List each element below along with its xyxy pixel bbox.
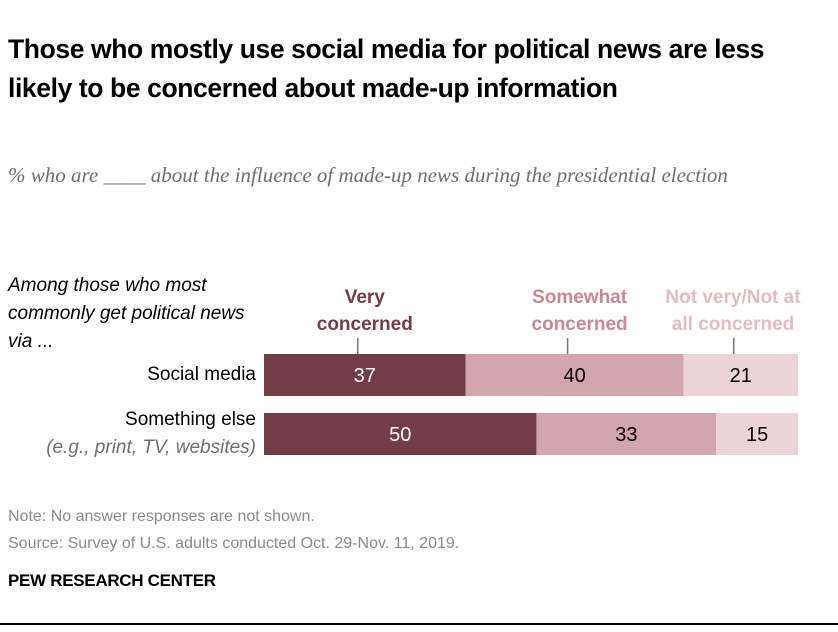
bar-segment — [264, 354, 466, 396]
chart-title: Those who mostly use social media for po… — [8, 34, 765, 103]
source: Source: Survey of U.S. adults conducted … — [8, 535, 460, 552]
bar-segment — [683, 354, 798, 396]
data-label: 50 — [389, 424, 411, 446]
data-label: 21 — [730, 365, 752, 387]
legend-label-line: Not very/Not at — [665, 287, 801, 308]
bar-segment — [716, 413, 798, 455]
data-label: 33 — [615, 424, 637, 446]
bar-segment — [264, 413, 537, 455]
bar-segment — [465, 354, 684, 396]
chart-subtitle: % who are ____ about the influence of ma… — [8, 163, 728, 187]
legend-label: Somewhat concerned — [532, 287, 628, 335]
bar-segment — [536, 413, 717, 455]
category-label-something-else: Something else (e.g., print, TV, website… — [46, 406, 256, 462]
data-label: 37 — [354, 365, 376, 387]
legend-label-line: all concerned — [672, 314, 795, 335]
legend-label-line: Somewhat — [532, 287, 628, 308]
bottom-rule — [0, 623, 838, 625]
legend-label: Very concerned — [317, 287, 413, 335]
legend-label-line: concerned — [317, 314, 413, 335]
data-label: 15 — [746, 424, 768, 446]
category-name: Something else — [125, 409, 256, 430]
legend-label-line: Very — [345, 287, 386, 308]
row-header: Among those who most commonly get politi… — [8, 275, 245, 352]
brand-logo-text: PEW RESEARCH CENTER — [8, 571, 216, 590]
legend-label: Not very/Not at all concerned — [665, 287, 801, 335]
data-label: 40 — [563, 365, 585, 387]
note: Note: No answer responses are not shown. — [8, 508, 315, 525]
category-label-social-media: Social media — [147, 361, 256, 389]
legend-label-line: concerned — [532, 314, 628, 335]
category-name: Social media — [147, 364, 256, 385]
category-subtitle: (e.g., print, TV, websites) — [46, 437, 256, 458]
